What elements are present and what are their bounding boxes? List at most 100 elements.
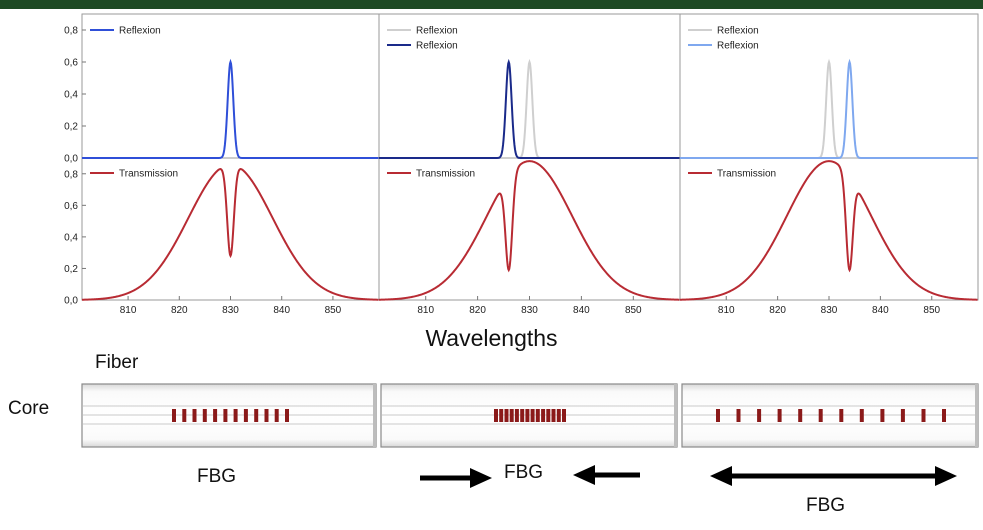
y-tick-label-top: 0,8	[64, 26, 78, 37]
fiber-segment	[681, 383, 979, 448]
x-tick-label: 850	[923, 305, 940, 316]
legend-label: Reflexion	[416, 41, 458, 52]
top-bar	[0, 0, 983, 9]
reflexion-series-line	[379, 58, 680, 159]
x-tick-label: 850	[625, 305, 642, 316]
x-tick-label: 820	[171, 305, 188, 316]
grating-mark	[736, 409, 741, 422]
fiber-segment-end	[975, 384, 978, 447]
fbg-label-middle: FBG	[504, 462, 544, 483]
y-tick-label-bottom: 0,8	[64, 169, 78, 180]
x-tick-label: 820	[469, 305, 486, 316]
grating-mark	[818, 409, 823, 422]
grating-mark	[499, 409, 504, 422]
stretch-arrow-left-head	[710, 466, 732, 486]
grating-mark	[716, 409, 720, 422]
legend-label: Reflexion	[416, 26, 458, 37]
grating-mark	[546, 409, 551, 422]
x-tick-label: 830	[521, 305, 538, 316]
x-tick-label: 840	[273, 305, 290, 316]
grating-mark	[525, 409, 530, 422]
x-tick-label: 840	[872, 305, 889, 316]
grating-mark	[202, 409, 207, 422]
grating-mark	[551, 409, 556, 422]
x-tick-label: 840	[573, 305, 590, 316]
grating-mark	[182, 409, 187, 422]
y-tick-label-top: 0,0	[64, 154, 78, 165]
fiber-segment-end	[373, 384, 376, 447]
grating-mark	[839, 409, 844, 422]
grating-mark	[213, 409, 218, 422]
grating-mark	[798, 409, 803, 422]
y-tick-label-bottom: 0,4	[64, 232, 78, 243]
grating-mark	[243, 409, 248, 422]
fbg-label-left: FBG	[197, 466, 237, 487]
grating-mark	[233, 409, 238, 422]
y-tick-label-top: 0,6	[64, 58, 78, 69]
legend-label: Transmission	[717, 169, 776, 180]
fiber-section-3	[681, 383, 979, 448]
y-tick-label-top: 0,2	[64, 122, 78, 133]
grating-mark	[504, 409, 509, 422]
fiber-segment-end	[674, 384, 677, 447]
grating-mark	[859, 409, 864, 422]
y-tick-label-bottom: 0,6	[64, 201, 78, 212]
grating-mark	[509, 409, 514, 422]
reflexion-series-line	[680, 58, 978, 159]
grating-mark	[921, 409, 926, 422]
grating-mark	[274, 409, 279, 422]
legend-label: Reflexion	[717, 26, 759, 37]
transmission-series-line	[378, 160, 680, 301]
y-tick-label-bottom: 0,0	[64, 296, 78, 307]
grating-mark	[264, 409, 269, 422]
x-tick-label: 810	[718, 305, 735, 316]
grating-mark	[520, 409, 525, 422]
fiber-segment	[81, 383, 377, 448]
grating-mark	[223, 409, 228, 422]
compress-arrow-right-head	[573, 465, 595, 485]
transmission-series-line	[679, 160, 978, 301]
grating-mark	[514, 409, 519, 422]
grating-mark	[556, 409, 561, 422]
grating-mark	[942, 409, 946, 422]
x-tick-label: 810	[417, 305, 434, 316]
x-tick-label: 820	[769, 305, 786, 316]
grating-mark	[285, 409, 289, 422]
x-tick-label: 830	[821, 305, 838, 316]
grating-mark	[530, 409, 535, 422]
y-tick-label-bottom: 0,2	[64, 264, 78, 275]
reflexion-series-line	[82, 58, 379, 159]
legend-label: Transmission	[119, 169, 178, 180]
grating-mark	[562, 409, 566, 422]
grating-mark	[880, 409, 885, 422]
fiber-section-2	[380, 383, 678, 448]
chart-panel-right: 810 820 830 840 850 Reflexion Reflexion Transmi…	[679, 14, 978, 316]
grating-mark	[900, 409, 905, 422]
legend-label: Reflexion	[717, 41, 759, 52]
grating-mark	[254, 409, 259, 422]
grating-mark	[541, 409, 546, 422]
grating-mark	[777, 409, 782, 422]
x-tick-label: 830	[222, 305, 239, 316]
x-tick-label: 810	[120, 305, 137, 316]
y-tick-label-top: 0,4	[64, 90, 78, 101]
core-label: Core	[8, 398, 50, 419]
legend-label: Transmission	[416, 169, 475, 180]
grating-mark	[494, 409, 498, 422]
x-axis-label: Wavelengths	[425, 325, 558, 351]
grating-mark	[172, 409, 176, 422]
fiber-segment	[380, 383, 678, 448]
grating-mark	[192, 409, 197, 422]
compress-arrow-left-head	[470, 468, 492, 488]
x-tick-label: 850	[325, 305, 342, 316]
legend-label: Reflexion	[119, 26, 161, 37]
stretch-arrow-right-head	[935, 466, 957, 486]
grating-mark	[757, 409, 762, 422]
transmission-series-line	[81, 168, 379, 301]
chart-panel-left: 810 820 830 840 850 Reflexion Transmission	[81, 26, 379, 316]
grating-mark	[535, 409, 540, 422]
fiber-label: Fiber	[95, 352, 139, 373]
fiber-section-1	[81, 383, 377, 448]
chart-panel-middle: 810 820 830 840 850 Reflexion Reflexion Transmi…	[378, 14, 680, 316]
